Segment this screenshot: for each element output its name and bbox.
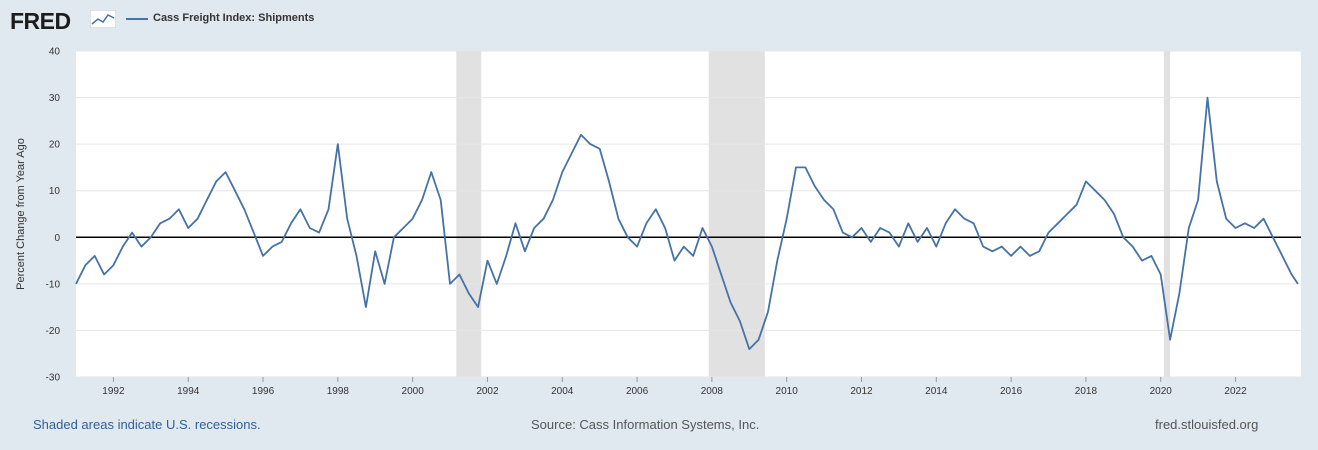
recession-band (456, 51, 482, 377)
recession-band (708, 51, 765, 377)
x-axis-ticks: 1992 1994 1996 1998 2000 2002 2004 2006 2008 2010… (102, 377, 1247, 397)
x-tick-label: 2008 (701, 386, 724, 397)
source-text: Source: Cass Information Systems, Inc. (531, 417, 760, 432)
fred-logo-graph-icon (90, 10, 116, 28)
line-chart: -30 -20 -10 0 10 20 30 40 1992 1994 1996 1998 2000 2… (15, 47, 1301, 397)
recession-note: Shaded areas indicate U.S. recessions. (33, 417, 261, 432)
fred-logo[interactable]: FRED (10, 8, 71, 34)
recession-band (1163, 51, 1171, 377)
y-axis-ticks: -30 -20 -10 0 10 20 30 40 (46, 47, 61, 384)
x-tick-label: 2018 (1075, 386, 1098, 397)
x-tick-label: 2000 (402, 386, 425, 397)
series-line[interactable] (75, 96, 1299, 350)
x-tick-label: 1994 (177, 386, 200, 397)
legend-series-label[interactable]: Cass Freight Index: Shipments (153, 12, 315, 24)
site-link[interactable]: fred.stlouisfed.org (1155, 417, 1259, 432)
y-tick-label: -10 (46, 279, 61, 290)
y-tick-label: 20 (49, 140, 61, 151)
y-tick-label: -30 (46, 373, 61, 384)
x-tick-label: 2010 (776, 386, 799, 397)
y-tick-label: 30 (49, 93, 61, 104)
x-tick-label: 2004 (551, 386, 574, 397)
x-tick-label: 2016 (1000, 386, 1023, 397)
legend-swatch (126, 18, 148, 20)
y-tick-label: 0 (54, 233, 60, 244)
x-tick-label: 1992 (102, 386, 125, 397)
x-tick-label: 1996 (252, 386, 275, 397)
x-tick-label: 2022 (1224, 386, 1247, 397)
recession-shading (456, 51, 1171, 377)
y-tick-label: 10 (49, 186, 61, 197)
x-tick-label: 1998 (327, 386, 350, 397)
x-tick-label: 2020 (1150, 386, 1173, 397)
y-axis-title: Percent Change from Year Ago (15, 138, 27, 290)
x-tick-label: 2002 (476, 386, 499, 397)
x-tick-label: 2014 (925, 386, 948, 397)
x-tick-label: 2006 (626, 386, 649, 397)
y-tick-label: -20 (46, 326, 61, 337)
y-tick-label: 40 (49, 47, 61, 58)
plot-area (76, 51, 1301, 377)
gridlines (76, 50, 1301, 378)
x-tick-label: 2012 (850, 386, 873, 397)
